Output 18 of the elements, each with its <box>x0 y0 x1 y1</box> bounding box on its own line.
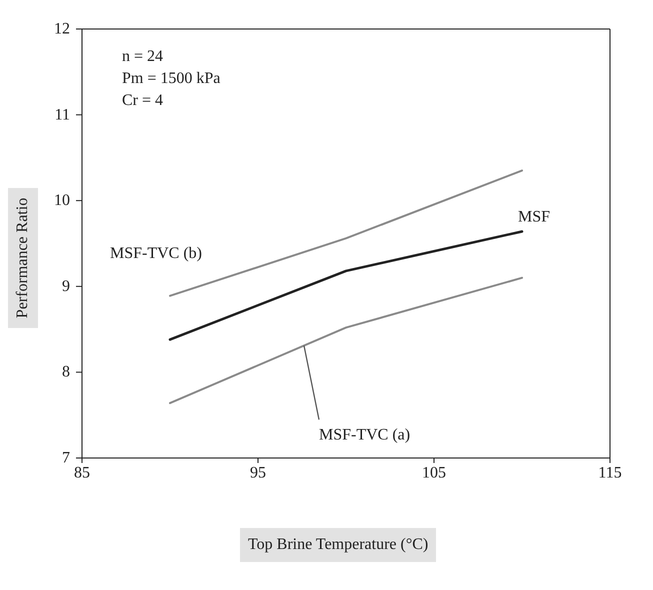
text: MSF-TVC (a) <box>319 426 410 444</box>
annotation: Pm = 1500 kPa <box>122 69 220 89</box>
annotation: Cr = 4 <box>122 91 164 111</box>
x-tick-label: 85 <box>74 464 90 482</box>
annotation: n = 24 <box>122 47 164 67</box>
series-label: MSF-TVC (b) <box>110 244 202 262</box>
y-tick-label: 8 <box>62 364 70 381</box>
y-tick-label: 10 <box>54 192 70 210</box>
y-tick-label: 11 <box>54 106 70 124</box>
y-tick-label: 9 <box>62 278 70 295</box>
x-tick-label: 105 <box>422 464 446 482</box>
y-tick-label: 7 <box>62 450 70 466</box>
x-tick-label: 115 <box>598 464 622 482</box>
x-axis-title: Top Brine Temperature (°C) <box>240 528 436 562</box>
y-axis-title: Performance Ratio <box>14 198 32 318</box>
x-tick-label: 95 <box>250 464 266 482</box>
series-label: MSF <box>518 208 550 226</box>
y-tick-label: 12 <box>54 20 70 38</box>
